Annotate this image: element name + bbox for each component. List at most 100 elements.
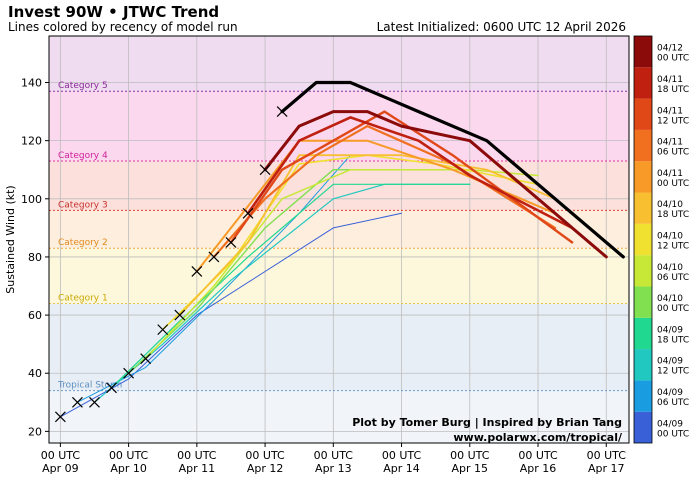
- colorbar-time-5: 06 UTC: [657, 273, 689, 283]
- x-tick-date-0: Apr 09: [42, 462, 79, 475]
- band-0: [49, 303, 629, 391]
- colorbar-time-0: 00 UTC: [657, 429, 689, 439]
- x-tick-date-4: Apr 13: [315, 462, 352, 475]
- chart-subtitle: Lines colored by recency of model run: [8, 20, 238, 34]
- colorbar-segment-10: [634, 98, 652, 130]
- colorbar-segment-1: [634, 380, 652, 412]
- colorbar-segment-6: [634, 223, 652, 256]
- observed-marker-8: [191, 266, 203, 277]
- observed-marker-2: [89, 396, 100, 408]
- colorbar-segment-8: [634, 161, 652, 193]
- y-axis: 20 40 60 80 100 120 140: [21, 77, 49, 438]
- y-tick-label-1: 40: [28, 367, 42, 380]
- colorbar-time-8: 00 UTC: [657, 179, 689, 189]
- colorbar-time-10: 12 UTC: [657, 116, 689, 126]
- chart-title: Invest 90W • JTWC Trend: [8, 3, 219, 21]
- colorbar-date-5: 04/10: [657, 263, 683, 273]
- observed-marker-5: [140, 353, 152, 365]
- category-thresholds: Tropical Storm Category 1 Category 2 Catego…: [49, 81, 629, 392]
- category-label: Category 1: [58, 293, 108, 303]
- y-tick-label-4: 100: [21, 193, 42, 206]
- x-tick-label-3: 00 UTC: [245, 449, 285, 462]
- colorbar-date-6: 04/10: [657, 232, 683, 242]
- colorbar-date-2: 04/09: [657, 357, 683, 367]
- x-tick-date-7: Apr 16: [520, 462, 557, 475]
- colorbar-segment-0: [634, 411, 652, 443]
- colorbar-date-12: 04/12: [657, 44, 683, 54]
- colorbar-segment-5: [634, 255, 652, 287]
- latest-initialized: Latest Initialized: 0600 UTC 12 April 20…: [377, 20, 626, 34]
- colorbar-date-8: 04/11: [657, 169, 683, 179]
- band-2: [49, 210, 629, 249]
- observed-marker-11: [242, 207, 254, 219]
- x-tick-date-3: Apr 12: [247, 462, 284, 475]
- band-4: [49, 91, 629, 162]
- marker-stroke: [191, 266, 203, 277]
- category-label: Category 2: [58, 238, 108, 248]
- observed-marker-9: [208, 251, 220, 263]
- observed-marker-6: [157, 324, 169, 336]
- x-tick-label-2: 00 UTC: [177, 449, 217, 462]
- marker-stroke: [225, 236, 237, 248]
- series-line-7: [178, 154, 556, 317]
- series-line-11: [246, 116, 574, 230]
- x-tick-date-2: Apr 11: [179, 462, 216, 475]
- marker-stroke: [140, 353, 152, 365]
- marker-stroke: [123, 367, 135, 379]
- series-line-12: [263, 110, 608, 259]
- colorbar-time-9: 06 UTC: [657, 148, 689, 158]
- colorbar-date-9: 04/11: [657, 138, 683, 148]
- observed-marker-4: [123, 367, 135, 379]
- colorbar-segment-12: [634, 36, 652, 68]
- colorbar-segment-9: [634, 129, 652, 162]
- colorbar-segment-7: [634, 192, 652, 224]
- colorbar-time-7: 18 UTC: [657, 210, 689, 220]
- colorbar-time-1: 06 UTC: [657, 398, 689, 408]
- colorbar-segment-3: [634, 317, 652, 350]
- category-bands: [49, 36, 629, 443]
- observed-intensity-markers: [54, 106, 288, 423]
- x-tick-label-7: 00 UTC: [518, 449, 558, 462]
- colorbar-time-12: 00 UTC: [657, 54, 689, 64]
- marker-stroke: [89, 396, 100, 408]
- colorbar-time-4: 00 UTC: [657, 304, 689, 314]
- colorbar-time-11: 18 UTC: [657, 85, 689, 95]
- colorbar-frame: [633, 35, 653, 444]
- x-tick-label-6: 00 UTC: [450, 449, 490, 462]
- marker-stroke: [54, 411, 66, 423]
- category-label: Category 5: [58, 81, 108, 91]
- colorbar-segment-2: [634, 349, 652, 381]
- series-line-5: [144, 168, 539, 360]
- marker-stroke: [157, 324, 169, 336]
- series-line-13: [280, 80, 625, 259]
- y-tick-label-0: 20: [28, 425, 42, 438]
- colorbar-date-0: 04/09: [657, 419, 683, 429]
- x-tick-label-0: 00 UTC: [41, 449, 81, 462]
- colorbar-segment-4: [634, 286, 652, 318]
- colorbar-date-4: 04/10: [657, 294, 683, 304]
- band-1: [49, 248, 629, 304]
- band-below-ts: [49, 390, 629, 443]
- category-label: Tropical Storm: [57, 381, 122, 391]
- marker-stroke: [106, 382, 117, 394]
- x-tick-label-8: 00 UTC: [587, 449, 627, 462]
- observed-marker-3: [106, 382, 117, 394]
- marker-stroke: [259, 164, 271, 176]
- series-line-0: [59, 212, 402, 418]
- x-tick-date-1: Apr 10: [110, 462, 147, 475]
- colorbar-date-1: 04/09: [657, 388, 683, 398]
- y-tick-label-3: 80: [28, 251, 42, 264]
- colorbar-time-6: 12 UTC: [657, 242, 689, 252]
- series-line-3: [110, 183, 471, 389]
- category-label: Category 3: [58, 200, 108, 210]
- marker-stroke: [276, 106, 288, 118]
- x-tick-date-8: Apr 17: [588, 462, 625, 475]
- plot-frame: [48, 35, 630, 444]
- colorbar-date-11: 04/11: [657, 75, 683, 85]
- marker-stroke: [174, 309, 186, 321]
- y-tick-label-5: 120: [21, 135, 42, 148]
- observed-marker-0: [54, 411, 66, 423]
- series-line-1: [76, 154, 351, 403]
